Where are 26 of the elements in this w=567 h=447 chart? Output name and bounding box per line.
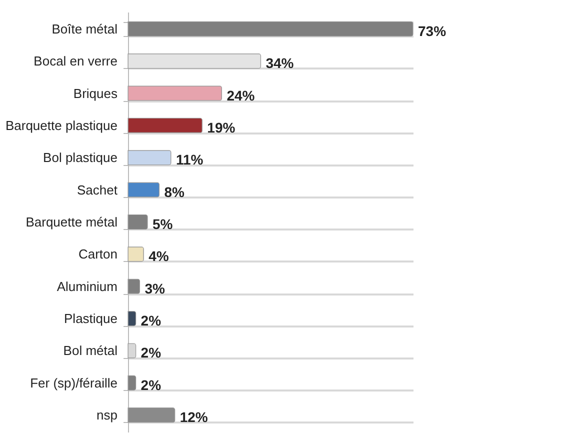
data-label: 11% [176, 152, 204, 168]
data-label: 5% [152, 216, 174, 232]
data-label: 34% [266, 55, 294, 72]
y-tick-label: Plastique [64, 311, 118, 326]
data-label: 73% [418, 22, 447, 39]
data-label: 19% [207, 119, 236, 136]
data-label: 2% [140, 376, 162, 393]
data-label: 12% [180, 409, 208, 426]
y-tick-label: Briques [73, 86, 118, 101]
y-tick-label: Boîte métal [52, 21, 118, 36]
data-label: 8% [164, 184, 186, 200]
data-label: 3% [144, 280, 166, 296]
y-tick-label: nsp [96, 408, 118, 423]
data-label: 2% [140, 312, 162, 329]
y-tick-label: Fer (sp)/féraille [30, 375, 118, 390]
y-tick-label: Bocal en verre [34, 54, 118, 69]
y-tick-label: Carton [78, 246, 118, 262]
data-label: 2% [140, 344, 162, 361]
y-tick-label: Bol métal [63, 343, 118, 358]
data-label: 24% [226, 87, 256, 104]
data-label: 4% [148, 248, 170, 264]
y-tick-label: Bol plastique [43, 150, 118, 166]
y-tick-label: Aluminium [56, 278, 118, 294]
y-tick-label: Sachet [77, 182, 118, 198]
y-tick-label: Barquette plastique [5, 118, 118, 133]
y-tick-label: Barquette métal [26, 214, 118, 230]
